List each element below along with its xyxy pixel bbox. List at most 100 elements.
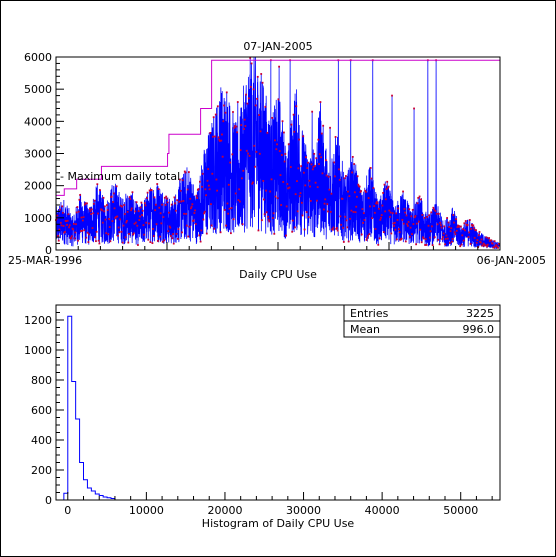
data-point xyxy=(156,183,159,185)
data-point xyxy=(484,244,487,247)
data-point xyxy=(249,57,252,59)
data-point xyxy=(319,101,322,103)
data-point xyxy=(450,227,453,230)
data-point xyxy=(252,181,254,184)
data-point xyxy=(151,242,154,245)
data-point xyxy=(123,204,126,206)
data-point xyxy=(231,153,234,156)
data-point xyxy=(340,223,342,226)
data-point xyxy=(307,161,309,164)
data-point xyxy=(490,239,493,242)
data-point xyxy=(304,184,307,187)
data-point xyxy=(126,210,129,213)
data-point xyxy=(454,233,457,236)
series-markers xyxy=(55,57,501,249)
data-point xyxy=(107,233,110,236)
data-point xyxy=(83,229,86,232)
data-point xyxy=(485,236,488,239)
data-point xyxy=(375,202,378,205)
data-point xyxy=(389,211,392,214)
data-point xyxy=(354,211,357,214)
data-point xyxy=(75,211,78,214)
data-point xyxy=(307,216,310,219)
data-point xyxy=(92,212,95,215)
y-tick-label: 400 xyxy=(31,434,52,447)
data-point xyxy=(488,237,491,239)
data-point xyxy=(428,214,431,217)
data-point xyxy=(133,222,136,225)
data-point xyxy=(293,130,296,133)
data-point xyxy=(462,239,465,242)
data-point xyxy=(274,195,277,198)
data-point xyxy=(439,221,442,224)
data-point xyxy=(161,203,163,206)
data-point xyxy=(396,219,399,221)
data-point xyxy=(137,244,139,246)
data-point xyxy=(385,188,388,191)
data-point xyxy=(204,188,207,191)
y-tick-label: 0 xyxy=(45,244,52,257)
data-point xyxy=(462,228,464,231)
data-point xyxy=(245,93,247,96)
data-point xyxy=(142,224,145,227)
data-point xyxy=(87,241,90,243)
data-point xyxy=(102,196,105,199)
data-point xyxy=(359,191,362,193)
data-point xyxy=(473,227,475,230)
data-point xyxy=(368,233,371,236)
data-point xyxy=(280,204,283,206)
data-point xyxy=(475,241,478,244)
data-point xyxy=(240,124,243,126)
data-point xyxy=(417,220,420,223)
data-point xyxy=(314,164,316,167)
data-point xyxy=(129,198,132,201)
data-point xyxy=(190,207,192,210)
data-point xyxy=(155,223,158,226)
data-point xyxy=(125,221,128,224)
data-point xyxy=(377,243,380,246)
data-point xyxy=(435,212,438,215)
data-point xyxy=(159,212,162,215)
data-point xyxy=(56,214,59,217)
data-point xyxy=(165,197,168,200)
data-point xyxy=(381,204,384,207)
data-point xyxy=(159,235,161,238)
data-point xyxy=(357,183,360,186)
data-point xyxy=(117,226,120,229)
data-point xyxy=(464,220,467,222)
data-point xyxy=(170,203,173,206)
data-point xyxy=(294,226,296,229)
data-point xyxy=(444,243,446,246)
x-start-label: 25-MAR-1996 xyxy=(8,254,82,267)
x-axis-ticks xyxy=(55,242,501,250)
data-point xyxy=(241,177,243,180)
data-point xyxy=(387,186,389,189)
data-point xyxy=(332,226,335,229)
data-point xyxy=(378,207,380,210)
data-point xyxy=(343,177,346,180)
data-point xyxy=(412,223,415,225)
data-point xyxy=(100,208,103,211)
data-point xyxy=(148,222,150,225)
data-point xyxy=(336,229,339,232)
data-point xyxy=(444,238,447,240)
data-point xyxy=(406,223,409,226)
data-point xyxy=(257,229,260,232)
data-point xyxy=(164,204,167,206)
data-point xyxy=(310,163,313,166)
data-point xyxy=(251,182,254,185)
data-point xyxy=(311,110,314,113)
histogram-bin xyxy=(68,316,72,500)
data-point xyxy=(493,246,495,249)
data-point xyxy=(78,198,81,201)
data-point xyxy=(185,224,188,227)
data-point xyxy=(286,183,289,185)
data-point xyxy=(329,126,331,129)
data-point xyxy=(469,242,472,245)
data-point xyxy=(130,207,133,210)
data-point xyxy=(363,219,366,221)
data-point xyxy=(415,243,418,246)
data-point xyxy=(157,188,160,190)
data-point xyxy=(383,183,386,186)
data-point xyxy=(81,219,84,222)
